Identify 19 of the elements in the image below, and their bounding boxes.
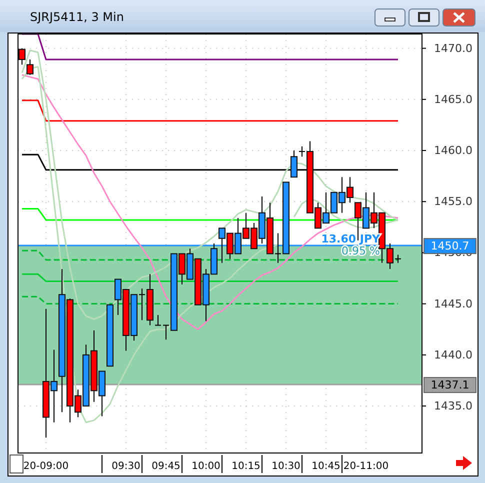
y-tick-label: 1440.0 <box>434 348 472 362</box>
y-tick-label: 1445.0 <box>434 297 472 310</box>
ref-line-label: 1437.1 <box>430 378 470 392</box>
y-tick-label: 1465.0 <box>434 92 472 106</box>
y-tick-label: 1470.0 <box>434 42 472 55</box>
x-tick-label: 20-11:00 <box>343 461 389 472</box>
y-tick-label: 1460.0 <box>434 144 472 158</box>
x-tick-label: 10:30 <box>272 461 300 472</box>
x-tick-label: 20-09:00 <box>23 461 69 472</box>
y-tick-label: 1455.0 <box>434 195 472 208</box>
x-tick-label: 10:00 <box>192 461 220 472</box>
y-tick-label: 1435.0 <box>434 400 472 413</box>
x-tick-label: 10:45 <box>312 461 340 472</box>
annotation: 0.95 % <box>342 244 380 258</box>
x-tick-label: 09:30 <box>112 461 140 472</box>
x-tick-label: 10:15 <box>232 461 260 472</box>
ref-line-label: 1450.7 <box>430 240 470 253</box>
x-tick-label: 09:45 <box>152 461 180 472</box>
chart-title: SJRJ5411, 3 Min <box>30 10 124 24</box>
